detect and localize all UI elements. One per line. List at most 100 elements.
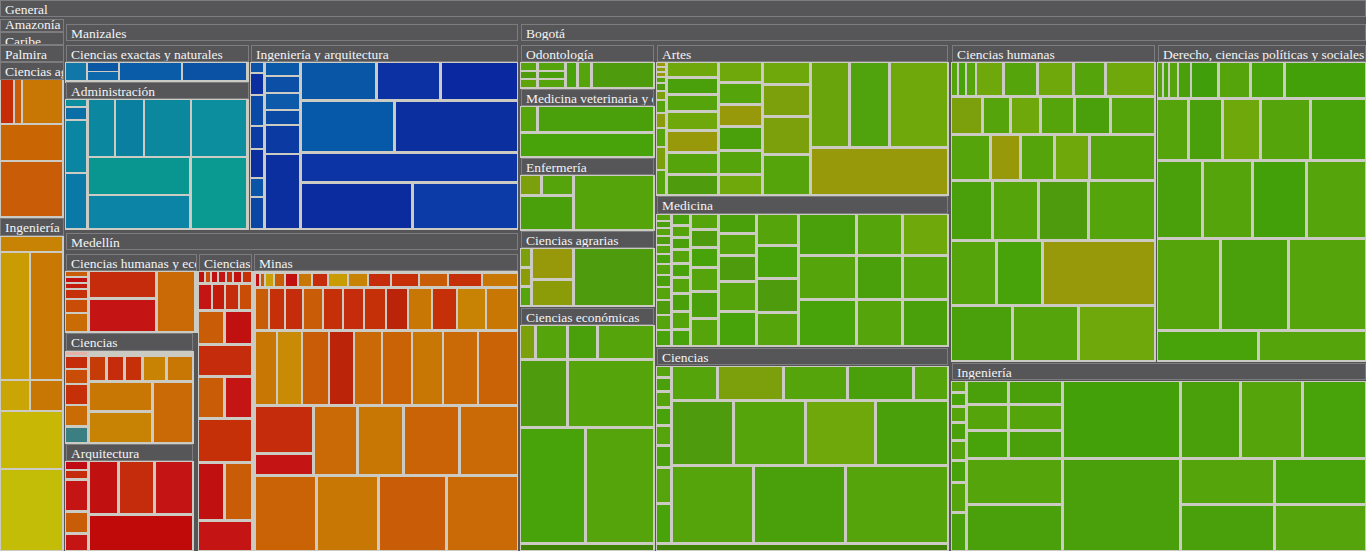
treemap-cell[interactable] <box>657 148 665 169</box>
treemap-cell[interactable] <box>487 289 517 329</box>
treemap-cell[interactable] <box>304 289 322 329</box>
treemap-cell[interactable] <box>952 307 1011 360</box>
treemap-cell[interactable] <box>657 92 665 99</box>
treemap-cell[interactable] <box>673 239 689 248</box>
treemap-cell[interactable] <box>812 63 848 146</box>
treemap-cell[interactable] <box>657 246 670 253</box>
treemap-cell[interactable] <box>1010 432 1061 457</box>
treemap-cell[interactable] <box>720 313 755 345</box>
treemap-cell[interactable] <box>1308 162 1365 237</box>
treemap-cell[interactable] <box>120 63 181 80</box>
treemap-cell[interactable] <box>719 367 782 399</box>
treemap-cell[interactable] <box>579 63 590 87</box>
treemap-cell[interactable] <box>154 383 192 442</box>
treemap-cell[interactable] <box>657 545 947 550</box>
treemap-cell[interactable] <box>673 467 752 542</box>
treemap-cell[interactable] <box>673 265 689 276</box>
treemap-cell[interactable] <box>359 407 402 474</box>
treemap-cell[interactable] <box>479 332 517 404</box>
treemap-cell[interactable] <box>66 314 87 331</box>
treemap-cell[interactable] <box>1064 460 1179 550</box>
treemap-cell[interactable] <box>1010 382 1061 403</box>
treemap-cell[interactable] <box>1158 332 1257 360</box>
treemap-cell[interactable] <box>673 402 732 464</box>
treemap-cell[interactable] <box>89 100 114 156</box>
treemap-cell[interactable] <box>89 196 189 228</box>
treemap-cell[interactable] <box>383 332 411 404</box>
treemap-cell[interactable] <box>1064 382 1179 457</box>
treemap-cell[interactable] <box>1107 63 1154 95</box>
treemap-cell[interactable] <box>192 100 246 156</box>
treemap-cell[interactable] <box>1090 182 1154 239</box>
treemap-cell[interactable] <box>66 300 87 312</box>
treemap-cell[interactable] <box>349 274 367 286</box>
treemap-cell[interactable] <box>302 154 517 181</box>
treemap-cell[interactable] <box>302 63 375 99</box>
treemap-cell[interactable] <box>720 152 761 173</box>
treemap-cell[interactable] <box>243 272 251 282</box>
treemap-cell[interactable] <box>521 269 530 285</box>
treemap-cell[interactable] <box>533 281 572 305</box>
treemap-cell[interactable] <box>984 98 1009 133</box>
header-medellin-ciencias-agrarias[interactable]: Ciencias a <box>199 254 252 271</box>
treemap-cell[interactable] <box>1 125 62 160</box>
treemap-cell[interactable] <box>199 420 251 461</box>
treemap-cell[interactable] <box>90 300 155 331</box>
treemap-cell[interactable] <box>1192 63 1217 97</box>
treemap-cell[interactable] <box>720 215 755 232</box>
treemap-cell[interactable] <box>521 80 536 87</box>
treemap-cell[interactable] <box>720 106 761 125</box>
treemap-cell[interactable] <box>275 274 284 286</box>
treemap-cell[interactable] <box>673 313 689 328</box>
treemap-cell[interactable] <box>673 215 689 224</box>
treemap-cell[interactable] <box>303 332 328 404</box>
treemap-cell[interactable] <box>539 80 564 87</box>
treemap-cell[interactable] <box>952 394 965 405</box>
treemap-cell[interactable] <box>1044 242 1154 304</box>
treemap-cell[interactable] <box>657 68 665 71</box>
treemap-cell[interactable] <box>915 367 947 399</box>
treemap-cell[interactable] <box>812 149 947 194</box>
treemap-cell[interactable] <box>66 406 87 425</box>
treemap-cell[interactable] <box>88 63 118 71</box>
treemap-cell[interactable] <box>66 352 87 355</box>
treemap-cell[interactable] <box>1276 506 1365 550</box>
treemap-cell[interactable] <box>521 197 572 229</box>
treemap-cell[interactable] <box>521 176 540 194</box>
treemap-cell[interactable] <box>251 150 263 177</box>
treemap-cell[interactable] <box>420 274 447 286</box>
treemap-cell[interactable] <box>764 63 809 83</box>
header-bogota-ingenieria[interactable]: Ingeniería <box>952 363 1366 380</box>
treemap-cell[interactable] <box>735 402 804 464</box>
treemap-cell[interactable] <box>668 176 717 194</box>
treemap-cell[interactable] <box>256 477 315 550</box>
treemap-cell[interactable] <box>240 285 251 309</box>
treemap-cell[interactable] <box>952 242 995 304</box>
header-bogota-odontologia[interactable]: Odontología <box>521 45 654 62</box>
treemap-cell[interactable] <box>90 383 151 410</box>
treemap-cell[interactable] <box>1 80 13 123</box>
treemap-cell[interactable] <box>355 332 381 404</box>
treemap-cell[interactable] <box>66 513 87 532</box>
treemap-cell[interactable] <box>994 182 1037 239</box>
treemap-cell[interactable] <box>1164 63 1168 97</box>
treemap-cell[interactable] <box>66 108 86 119</box>
treemap-cell[interactable] <box>539 107 653 131</box>
treemap-cell[interactable] <box>967 63 975 95</box>
treemap-cell[interactable] <box>66 63 86 80</box>
treemap-cell[interactable] <box>521 429 584 542</box>
header-bogota-derecho[interactable]: Derecho, ciencias políticas y sociales <box>1158 45 1366 62</box>
treemap-cell[interactable] <box>904 257 947 298</box>
treemap-cell[interactable] <box>1075 63 1104 95</box>
treemap-cell[interactable] <box>226 312 251 343</box>
treemap-cell[interactable] <box>952 98 981 133</box>
treemap-cell[interactable] <box>156 462 192 513</box>
treemap-cell[interactable] <box>31 381 62 410</box>
treemap-cell[interactable] <box>720 283 755 310</box>
header-medellin-arquitectura[interactable]: Arquitectura <box>66 444 193 461</box>
treemap-cell[interactable] <box>66 100 86 106</box>
treemap-cell[interactable] <box>668 154 717 173</box>
treemap-cell[interactable] <box>66 481 87 510</box>
treemap-cell[interactable] <box>849 367 912 399</box>
header-manizales-ciencias-exactas[interactable]: Ciencias exactas y naturales <box>66 45 249 62</box>
